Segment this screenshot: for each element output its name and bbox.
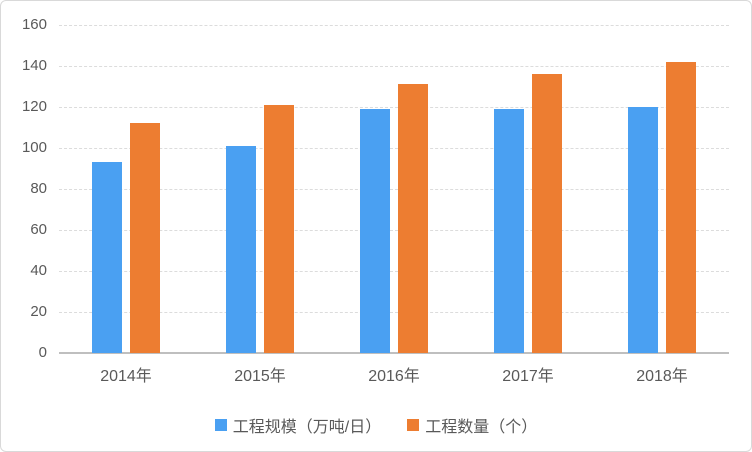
legend-label-series-1: 工程数量（个） bbox=[425, 419, 538, 436]
legend-swatch-series-0 bbox=[214, 419, 227, 431]
y-axis-tick-label: 160 bbox=[21, 16, 47, 33]
x-axis-tick-label: 2014年 bbox=[100, 368, 152, 385]
legend-swatch-series-1 bbox=[407, 419, 420, 431]
x-axis-tick-label: 2016年 bbox=[368, 368, 420, 385]
legend-label-series-0: 工程规模（万吨/日） bbox=[232, 419, 382, 436]
legend-item-series-1: 工程数量（个） bbox=[407, 413, 537, 437]
x-axis-tick-label: 2015年 bbox=[234, 368, 286, 385]
bar-2018年-series-1 bbox=[666, 61, 696, 353]
x-axis-tick-label: 2017年 bbox=[502, 368, 554, 385]
bar-2017年-series-1 bbox=[532, 74, 562, 353]
bar-2018年-series-0 bbox=[628, 107, 658, 353]
y-axis-tick-label: 80 bbox=[30, 180, 47, 197]
chart-legend: 工程规模（万吨/日） 工程数量（个） bbox=[1, 413, 751, 437]
gridline-y-120 bbox=[59, 107, 729, 108]
x-axis-tick-label: 2018年 bbox=[636, 368, 688, 385]
y-axis-tick-label: 120 bbox=[21, 98, 47, 115]
bar-2015年-series-1 bbox=[264, 104, 294, 353]
y-axis-tick-label: 60 bbox=[30, 221, 47, 238]
bar-2014年-series-1 bbox=[130, 123, 160, 353]
bar-2017年-series-0 bbox=[494, 109, 524, 353]
y-axis-tick-label: 100 bbox=[21, 139, 47, 156]
bar-2016年-series-0 bbox=[360, 109, 390, 353]
x-axis-line bbox=[59, 352, 729, 354]
y-axis-tick-label: 20 bbox=[30, 303, 47, 320]
gridline-y-60 bbox=[59, 230, 729, 231]
y-axis-tick-label: 40 bbox=[30, 262, 47, 279]
gridline-y-20 bbox=[59, 312, 729, 313]
gridline-y-160 bbox=[59, 25, 729, 26]
gridline-y-100 bbox=[59, 148, 729, 149]
bar-2015年-series-0 bbox=[226, 145, 256, 353]
legend-item-series-0: 工程规模（万吨/日） bbox=[214, 413, 382, 437]
gridline-y-140 bbox=[59, 66, 729, 67]
y-axis-tick-label: 0 bbox=[38, 344, 47, 361]
bar-2014年-series-0 bbox=[92, 162, 122, 353]
bar-2016年-series-1 bbox=[398, 84, 428, 353]
y-axis-tick-label: 140 bbox=[21, 57, 47, 74]
gridline-y-40 bbox=[59, 271, 729, 272]
gridline-y-80 bbox=[59, 189, 729, 190]
